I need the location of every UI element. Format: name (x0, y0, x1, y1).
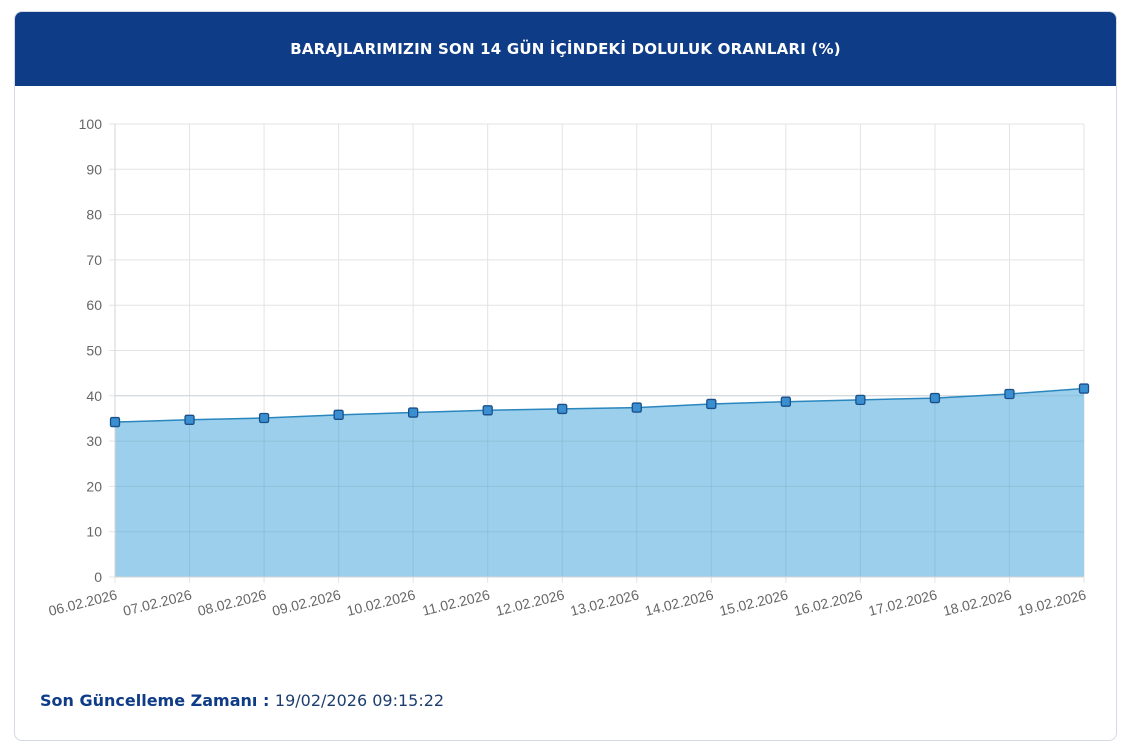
data-point (929, 392, 941, 404)
x-tick-label: 13.02.2026 (569, 586, 641, 619)
last-update-label: Son Güncelleme Zamanı : (40, 691, 275, 710)
last-update: Son Güncelleme Zamanı : 19/02/2026 09:15… (40, 691, 444, 710)
data-point (557, 403, 568, 415)
chart-area: 0 10 20 30 40 50 60 70 80 90 100 06.02.2026 07.02.20… (15, 86, 1116, 646)
data-point (184, 414, 195, 425)
data-point (109, 416, 121, 428)
data-point (482, 405, 493, 416)
last-update-value: 19/02/2026 09:15:22 (274, 691, 445, 710)
x-tick-label: 15.02.2026 (718, 586, 790, 619)
x-tick-label: 10.02.2026 (345, 586, 417, 619)
y-tick-label: 30 (86, 433, 102, 449)
chart-card: BARAJLARIMIZIN SON 14 GÜN İÇİNDEKİ DOLUL… (14, 11, 1117, 741)
series-line (114, 387, 1085, 423)
data-point (258, 412, 270, 424)
x-tick-label: 19.02.2026 (1016, 586, 1088, 619)
y-tick-label: 70 (86, 252, 102, 268)
y-tick-label: 50 (86, 343, 102, 359)
y-tick-label: 20 (86, 478, 102, 494)
data-point (631, 402, 642, 413)
data-point (706, 398, 717, 410)
card-header: BARAJLARIMIZIN SON 14 GÜN İÇİNDEKİ DOLUL… (15, 12, 1116, 86)
data-point (1004, 388, 1015, 400)
x-tick-label: 18.02.2026 (941, 586, 1013, 619)
y-tick-label: 40 (86, 388, 102, 404)
x-tick-label: 08.02.2026 (196, 586, 268, 619)
chart-title: BARAJLARIMIZIN SON 14 GÜN İÇİNDEKİ DOLUL… (290, 40, 841, 58)
y-tick-label: 100 (79, 116, 103, 132)
x-tick-label: 07.02.2026 (121, 586, 193, 619)
x-tick-label: 09.02.2026 (270, 586, 342, 619)
area-fill (115, 388, 1084, 577)
data-point (780, 396, 791, 407)
y-tick-label: 10 (86, 524, 102, 540)
x-tick-label: 16.02.2026 (792, 586, 864, 619)
x-tick-label: 06.02.2026 (47, 586, 119, 619)
x-tick-label: 12.02.2026 (494, 586, 566, 619)
y-tick-label: 0 (94, 569, 102, 585)
data-point (1078, 383, 1090, 394)
x-tick-label: 11.02.2026 (421, 586, 492, 618)
x-tick-label: 17.02.2026 (867, 586, 939, 619)
area-chart: 0 10 20 30 40 50 60 70 80 90 100 06.02.2026 07.02.20… (47, 116, 1090, 619)
y-tick-label: 90 (86, 161, 102, 177)
x-tick-label: 14.02.2026 (643, 586, 715, 619)
data-point (855, 394, 866, 406)
data-point (333, 409, 344, 420)
data-point (408, 407, 419, 418)
y-tick-label: 80 (86, 207, 102, 223)
y-tick-label: 60 (86, 297, 102, 313)
